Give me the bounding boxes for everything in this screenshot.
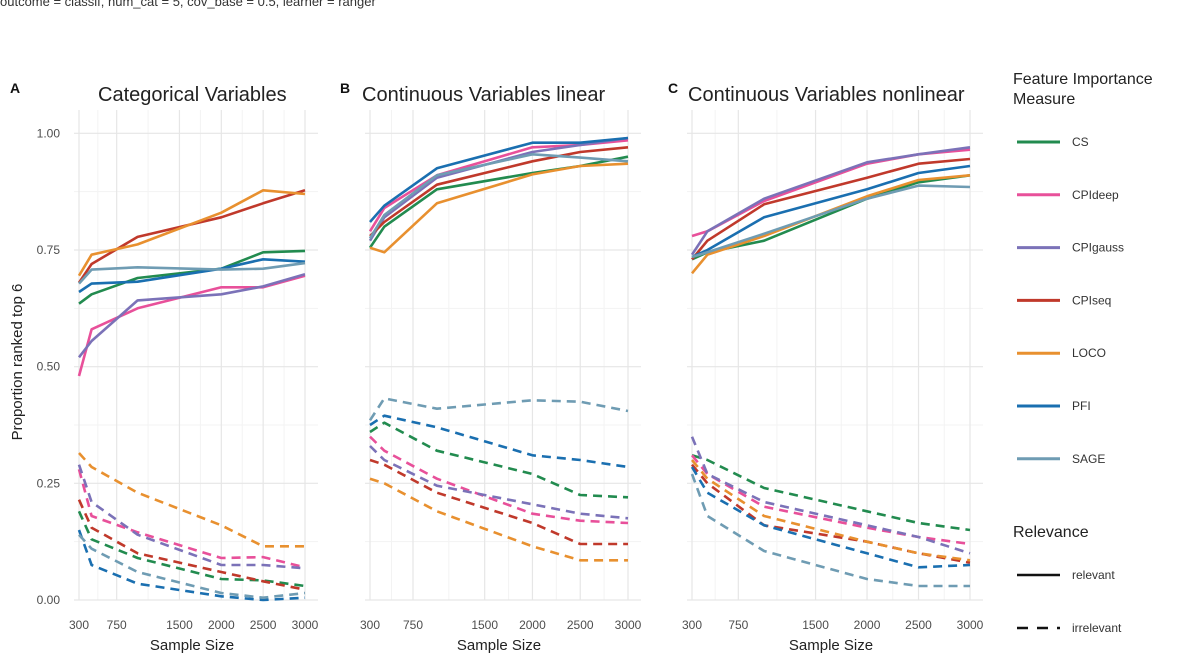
panel-title: Continuous Variables nonlinear <box>688 84 965 106</box>
x-tick-label: 1500 <box>166 618 193 632</box>
legend-relevance-title: Relevance <box>1013 524 1089 541</box>
x-tick-label: 2500 <box>250 618 277 632</box>
series-line-sage-irrelevant <box>690 473 970 588</box>
legend-label-cpideep: CPIdeep <box>1072 188 1119 202</box>
x-tick-label: 750 <box>403 618 423 632</box>
legend-label-pfi: PFI <box>1072 399 1091 413</box>
x-tick-label: 300 <box>360 618 380 632</box>
legend-label-loco: LOCO <box>1072 346 1106 360</box>
y-tick-label: 1.00 <box>37 126 61 140</box>
x-tick-label: 750 <box>107 618 127 632</box>
series-line-cpideep-relevant <box>77 274 306 377</box>
legend-title-line: Feature Importance Measure <box>1013 71 1153 108</box>
series-line-cpigauss-irrelevant <box>369 445 629 520</box>
series-line-cs-irrelevant <box>77 510 306 588</box>
x-tick-label: 3000 <box>615 618 642 632</box>
panel-title: Continuous Variables linear <box>362 84 605 106</box>
y-tick-label: 0.50 <box>37 360 61 374</box>
x-tick-label: 300 <box>682 618 702 632</box>
legend-label-irrelevant: irrelevant <box>1072 621 1122 635</box>
legend-label-relevant: relevant <box>1072 568 1115 582</box>
series-line-loco-irrelevant <box>78 452 305 548</box>
series-line-cpideep-irrelevant <box>369 435 629 525</box>
series-line-loco-relevant <box>369 162 629 254</box>
series-line-sage-relevant <box>691 184 971 259</box>
series-line-cpiseq-relevant <box>690 157 971 261</box>
series-line-sage-relevant <box>368 153 629 239</box>
series-line-loco-relevant <box>77 189 306 277</box>
legend-label-cs: CS <box>1072 135 1089 149</box>
series-line-pfi-irrelevant <box>369 414 629 469</box>
series-line-cpigauss-relevant <box>77 273 306 359</box>
x-tick-label: 2500 <box>905 618 932 632</box>
x-axis-label: Sample Size <box>150 637 234 654</box>
series-line-cpigauss-irrelevant <box>77 464 306 570</box>
series-line-sage-irrelevant <box>78 533 306 600</box>
series-line-cs-relevant <box>78 249 306 305</box>
panel-tag: A <box>10 80 20 96</box>
x-tick-label: 3000 <box>957 618 984 632</box>
series-line-loco-irrelevant <box>369 477 628 562</box>
x-tick-label: 2000 <box>854 618 881 632</box>
x-tick-label: 2000 <box>519 618 546 632</box>
legend-label-cpigauss: CPIgauss <box>1072 241 1124 255</box>
series-line-cpiseq-irrelevant <box>77 499 306 591</box>
series-line-loco-irrelevant <box>690 459 971 562</box>
series-line-cpiseq-relevant <box>77 189 306 284</box>
legend-label-cpiseq: CPIseq <box>1072 293 1111 307</box>
y-tick-label: 0.00 <box>37 593 61 607</box>
series-line-cpiseq-relevant <box>369 146 629 237</box>
x-tick-label: 1500 <box>802 618 829 632</box>
panel-tag: B <box>340 80 350 96</box>
series-line-cpideep-irrelevant <box>690 454 971 546</box>
series-line-cs-irrelevant <box>369 421 629 499</box>
panel-tag: C <box>668 80 678 96</box>
series-line-pfi-relevant <box>691 164 971 259</box>
series-line-cpigauss-relevant <box>690 146 971 256</box>
series-line-sage-irrelevant <box>368 397 629 422</box>
series-line-cpiseq-irrelevant <box>690 463 971 564</box>
series-line-cpiseq-irrelevant <box>369 458 628 546</box>
y-axis-label: Proportion ranked top 6 <box>9 284 26 441</box>
x-tick-label: 2000 <box>208 618 235 632</box>
x-axis-label: Sample Size <box>457 637 541 654</box>
series-line-pfi-irrelevant <box>690 466 971 569</box>
series-line-pfi-relevant <box>369 136 629 223</box>
legend-label-sage: SAGE <box>1072 452 1105 466</box>
y-tick-label: 0.25 <box>37 476 61 490</box>
series-line-cs-irrelevant <box>691 454 971 532</box>
series-line-cpideep-irrelevant <box>77 468 306 569</box>
x-tick-label: 750 <box>728 618 748 632</box>
x-tick-label: 1500 <box>471 618 498 632</box>
x-tick-label: 3000 <box>292 618 319 632</box>
y-tick-label: 0.75 <box>37 243 61 257</box>
panel-title: Categorical Variables <box>98 84 287 106</box>
series-line-sage-relevant <box>78 261 306 285</box>
series-line-pfi-relevant <box>78 257 306 294</box>
series-line-pfi-irrelevant <box>77 529 306 602</box>
x-tick-label: 300 <box>69 618 89 632</box>
figure-subtitle: outcome = classif, num_cat = 5, cov_base… <box>0 0 376 9</box>
x-tick-label: 2500 <box>567 618 594 632</box>
x-axis-label: Sample Size <box>789 637 873 654</box>
series-line-cpigauss-irrelevant <box>690 436 971 555</box>
